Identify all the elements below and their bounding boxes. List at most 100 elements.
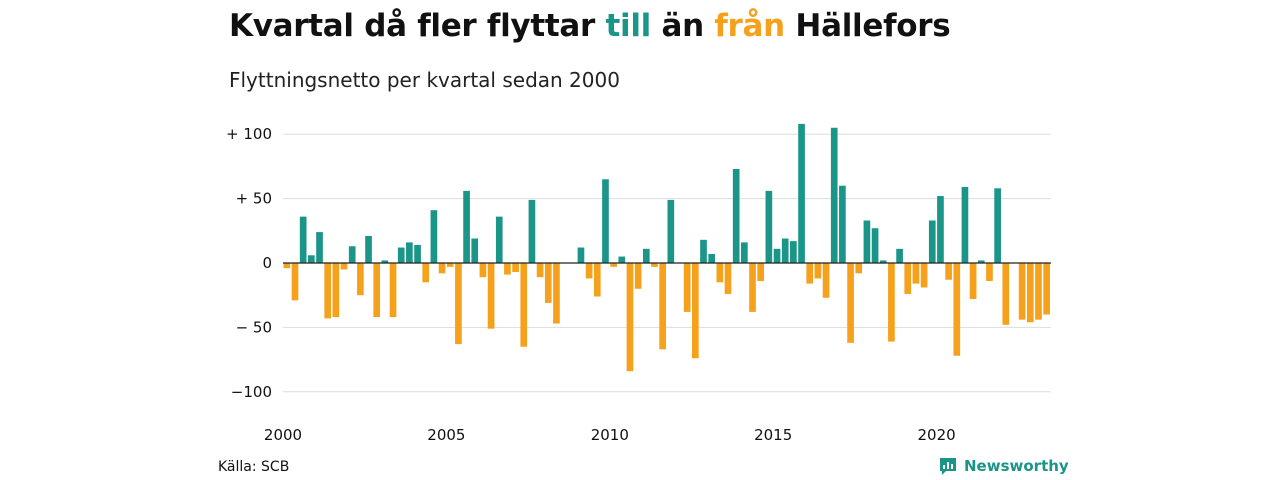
bar-positive <box>863 220 871 263</box>
bar-positive <box>871 228 879 263</box>
bar-negative <box>1043 263 1050 315</box>
bar-negative <box>724 263 732 294</box>
bar-negative <box>389 263 397 318</box>
axes: + 100 + 50 0 − 50 −100 2000 2005 2010 2015 2020 <box>226 125 1051 444</box>
title-part-2: än <box>650 8 715 44</box>
x-tick-label: 2015 <box>754 426 792 444</box>
bar-positive <box>471 238 479 263</box>
bar-negative <box>757 263 765 282</box>
bar-negative <box>479 263 487 278</box>
bar-negative <box>986 263 993 282</box>
bar-positive <box>642 248 650 263</box>
bar-negative <box>716 263 724 283</box>
title-part-1: Kvartal då fler flyttar <box>229 8 606 44</box>
bar-negative <box>953 263 961 356</box>
x-tick-label: 2000 <box>264 426 302 444</box>
bar-positive <box>348 246 356 263</box>
bar-negative <box>822 263 830 298</box>
bar-negative <box>446 263 454 267</box>
bar-negative <box>512 263 519 273</box>
x-tick-label: 2010 <box>591 426 629 444</box>
title-fran-highlight: från <box>714 8 785 44</box>
bar-negative <box>945 263 952 280</box>
bar-negative <box>692 263 699 359</box>
bar-positive <box>463 190 470 263</box>
bar-positive <box>773 248 781 263</box>
source-label: Källa: SCB <box>218 459 290 475</box>
brand-name: Newsworthy <box>964 457 1069 475</box>
bar-positive <box>397 247 405 263</box>
chart-subtitle: Flyttningsnetto per kvartal sedan 2000 <box>229 68 620 92</box>
bar-positive <box>299 216 307 263</box>
bar-negative <box>373 263 381 318</box>
bar-negative <box>520 263 528 347</box>
bar-positive <box>365 235 372 263</box>
bar-positive <box>495 216 503 263</box>
bar-positive <box>937 196 944 263</box>
bar-negative <box>536 263 544 278</box>
bar-positive <box>308 255 315 263</box>
bar-negative <box>544 263 552 303</box>
bar-negative <box>422 263 430 283</box>
bars <box>283 123 1050 372</box>
bar-negative <box>487 263 495 329</box>
bar-negative <box>340 263 348 270</box>
bar-negative <box>1018 263 1026 320</box>
bar-negative <box>888 263 895 342</box>
bar-positive <box>577 247 585 263</box>
bar-positive <box>977 260 985 263</box>
y-tick-label: 0 <box>262 254 272 272</box>
bar-positive <box>316 232 323 263</box>
bar-positive <box>381 260 389 263</box>
bar-negative <box>553 263 560 324</box>
bar-negative <box>806 263 814 284</box>
bar-positive <box>928 220 936 263</box>
bar-negative <box>683 263 691 312</box>
chart-title: Kvartal då fler flyttar till än från Häl… <box>229 8 951 44</box>
bar-positive <box>790 241 797 263</box>
bar-negative <box>357 263 364 296</box>
x-tick-label: 2005 <box>427 426 465 444</box>
bar-positive <box>430 210 438 263</box>
bar-positive <box>765 190 773 263</box>
bar-positive <box>896 248 903 263</box>
bar-positive <box>667 199 675 263</box>
bar-negative <box>1026 263 1034 323</box>
bar-negative <box>585 263 593 279</box>
bar-negative <box>749 263 756 312</box>
bar-negative <box>593 263 601 297</box>
bar-negative <box>814 263 822 279</box>
bar-positive <box>528 199 536 263</box>
bar-negative <box>904 263 912 294</box>
bar-positive <box>414 244 421 263</box>
bar-negative <box>1035 263 1042 320</box>
x-tick-label: 2020 <box>918 426 956 444</box>
bar-negative <box>610 263 617 267</box>
bar-positive <box>732 168 740 263</box>
grid-lines <box>283 133 1051 393</box>
y-tick-label: − 50 <box>236 318 272 336</box>
bar-negative <box>455 263 462 345</box>
bar-negative <box>651 263 658 267</box>
bar-positive <box>781 238 789 263</box>
bar-negative <box>847 263 854 343</box>
bar-negative <box>291 263 299 301</box>
bar-negative <box>626 263 634 372</box>
bar-positive <box>798 123 805 264</box>
brand-logo: Newsworthy <box>938 456 1069 476</box>
bar-negative <box>855 263 863 274</box>
bar-positive <box>741 242 748 263</box>
y-tick-label: −100 <box>231 383 272 401</box>
bar-negative <box>324 263 332 319</box>
bar-positive <box>700 239 707 263</box>
bar-positive <box>602 179 609 263</box>
bar-negative <box>438 263 446 274</box>
newsworthy-logo-icon <box>940 458 956 475</box>
bar-negative <box>969 263 977 300</box>
bar-negative <box>920 263 928 288</box>
title-till-highlight: till <box>605 8 651 44</box>
bar-positive <box>708 253 716 263</box>
bar-negative <box>659 263 666 350</box>
bar-positive <box>839 185 846 263</box>
